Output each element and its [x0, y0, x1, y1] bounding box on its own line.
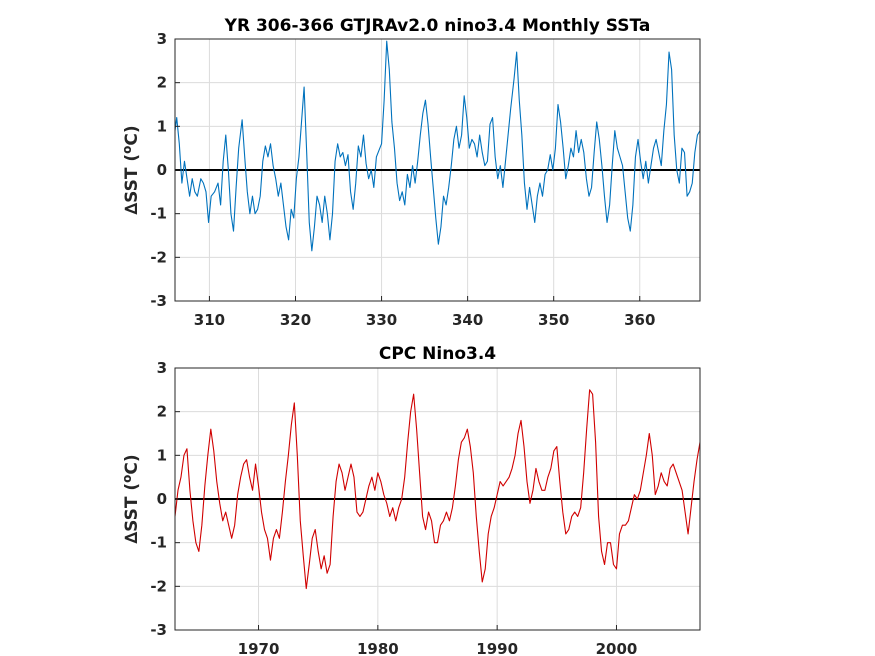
x-tick-label: 310 — [194, 311, 225, 329]
x-tick-label: 340 — [452, 311, 483, 329]
x-tick-label: 1970 — [238, 640, 280, 656]
y-tick-label: 0 — [157, 161, 167, 179]
x-tick-label: 320 — [280, 311, 311, 329]
y-axis-label: ∆SST (oC) — [120, 454, 142, 543]
y-tick-label: 0 — [157, 490, 167, 508]
x-tick-label: 330 — [366, 311, 397, 329]
y-axis-label-degree: o — [120, 475, 134, 483]
y-tick-label: 2 — [157, 403, 167, 421]
y-tick-label: 3 — [157, 359, 167, 377]
y-axis-label-degree: o — [120, 146, 134, 154]
y-tick-label: 1 — [157, 446, 167, 464]
y-tick-label: 3 — [157, 30, 167, 48]
x-tick-label: 2000 — [596, 640, 638, 656]
chart-title: CPC Nino3.4 — [379, 344, 496, 364]
y-tick-label: -2 — [150, 577, 167, 595]
y-tick-label: -1 — [150, 205, 167, 223]
x-tick-label: 350 — [538, 311, 569, 329]
x-tick-label: 360 — [624, 311, 655, 329]
y-tick-label: -3 — [150, 621, 167, 639]
y-axis-label: ∆SST (oC) — [120, 125, 142, 214]
y-axis-label-suffix: C) — [122, 454, 142, 474]
y-axis-label-suffix: C) — [122, 125, 142, 145]
y-axis-label-prefix: ∆SST ( — [122, 483, 142, 544]
series-line — [174, 389, 701, 590]
y-axis-label-prefix: ∆SST ( — [122, 154, 142, 215]
y-tick-label: -3 — [150, 292, 167, 310]
x-tick-label: 1990 — [476, 640, 518, 656]
y-tick-label: -1 — [150, 534, 167, 552]
y-tick-labels: 3 2 1 0 -1 -2 -3 — [150, 30, 180, 310]
x-tick-labels: 1970 1980 1990 2000 — [238, 625, 638, 656]
x-tick-labels: 310 320 330 340 350 360 — [194, 296, 655, 329]
y-tick-label: 1 — [157, 117, 167, 135]
y-tick-label: -2 — [150, 248, 167, 266]
x-tick-label: 1980 — [357, 640, 399, 656]
gtjra-panel: 3 2 1 0 -1 -2 -3 310 320 330 340 350 360 YR 306-366… — [120, 16, 701, 329]
chart-title: YR 306-366 GTJRAv2.0 nino3.4 Monthly SST… — [224, 16, 651, 36]
series-line — [174, 40, 701, 252]
y-tick-label: 2 — [157, 74, 167, 92]
y-tick-labels: 3 2 1 0 -1 -2 -3 — [150, 359, 180, 639]
